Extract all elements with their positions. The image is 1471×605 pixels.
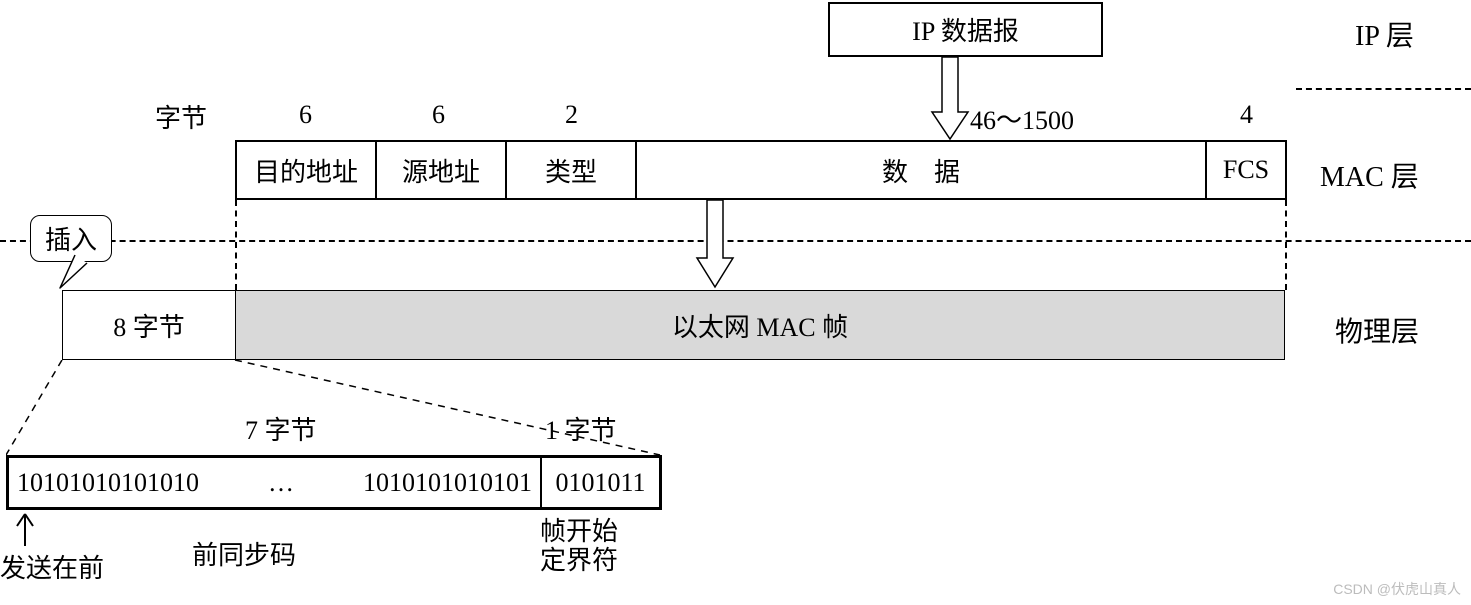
- ip-datagram-label: IP 数据报: [912, 11, 1019, 48]
- insert-label: 插入: [45, 226, 97, 255]
- dash-mac-phy: [0, 240, 1471, 242]
- mac-field-data: 数 据: [637, 142, 1207, 198]
- bytes-1: 6: [432, 100, 445, 130]
- mac-field-fcs-label: FCS: [1223, 155, 1269, 185]
- bytes-4: 4: [1240, 100, 1253, 130]
- eight-byte-label: 8 字节: [113, 307, 185, 344]
- sfd-value: 0101011: [555, 468, 645, 498]
- bytes-0: 6: [299, 100, 312, 130]
- sfd-label: 帧开始 定界符: [540, 518, 618, 575]
- mac-field-type: 类型: [507, 142, 637, 198]
- preamble-pattern-cell: 10101010101010 … 1010101010101: [9, 458, 542, 507]
- dash-left-frame: [235, 200, 237, 290]
- dash-right-frame: [1285, 200, 1287, 290]
- preamble-label: 前同步码: [192, 535, 296, 572]
- ip-datagram-box: IP 数据报: [828, 2, 1103, 57]
- arrow-mac-to-phy: [695, 200, 735, 290]
- mac-field-src: 源地址: [377, 142, 507, 198]
- mac-field-dest: 目的地址: [237, 142, 377, 198]
- send-first-arrow: [15, 512, 35, 547]
- layer-mac-label: MAC 层: [1320, 155, 1419, 195]
- ethernet-mac-frame-box: 以太网 MAC 帧: [235, 290, 1285, 360]
- eight-byte-box: 8 字节: [62, 290, 235, 360]
- preamble-right: 1010101010101: [363, 468, 532, 498]
- byte-header-label: 字节: [155, 98, 207, 135]
- mac-field-data-label: 数 据: [882, 152, 960, 189]
- watermark: CSDN @伏虎山真人: [1333, 579, 1461, 599]
- preamble-left: 10101010101010: [17, 468, 199, 498]
- mac-field-dest-label: 目的地址: [254, 152, 358, 189]
- ethernet-mac-frame-label: 以太网 MAC 帧: [672, 307, 848, 344]
- bytes-3: 46～1500: [970, 100, 1074, 137]
- mac-field-fcs: FCS: [1207, 142, 1285, 198]
- sfd-cell: 0101011: [542, 458, 659, 507]
- dash-ip-mac: [1296, 88, 1471, 90]
- insert-bubble-tail: [55, 253, 95, 293]
- mac-field-src-label: 源地址: [402, 152, 480, 189]
- sfd-label-1: 帧开始: [540, 518, 618, 547]
- mac-frame-row: 目的地址 源地址 类型 数 据 FCS: [235, 140, 1287, 200]
- send-first-label: 发送在前: [0, 548, 104, 585]
- preamble-box: 10101010101010 … 1010101010101 0101011: [6, 455, 662, 510]
- mac-field-type-label: 类型: [545, 152, 597, 189]
- arrow-ip-to-mac: [930, 57, 970, 142]
- one-byte-label: 1 字节: [545, 410, 617, 447]
- seven-byte-label: 7 字节: [245, 410, 317, 447]
- preamble-mid: …: [268, 468, 294, 498]
- layer-phy-label: 物理层: [1335, 310, 1419, 350]
- sfd-label-2: 定界符: [540, 547, 618, 576]
- layer-ip-label: IP 层: [1355, 14, 1414, 54]
- bytes-2: 2: [565, 100, 578, 130]
